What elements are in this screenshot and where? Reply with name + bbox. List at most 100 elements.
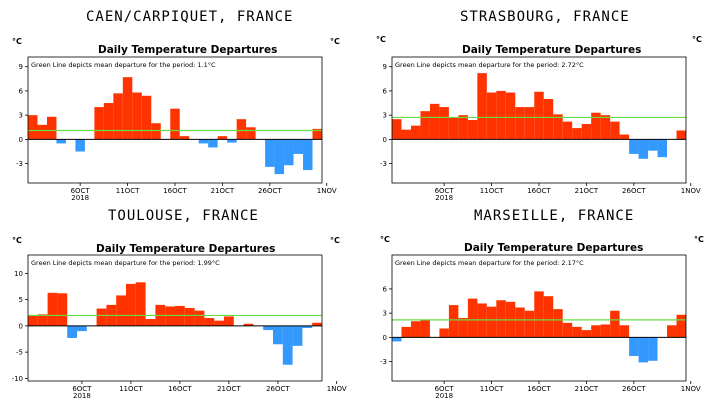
bar xyxy=(657,139,668,158)
x-tick-label: 26OCT xyxy=(622,385,646,393)
x-tick-label: 6OCT xyxy=(435,187,455,195)
bar xyxy=(246,127,256,140)
x-tick-year-label: 2018 xyxy=(435,392,453,400)
bar xyxy=(56,139,66,144)
unit-right: °C xyxy=(330,37,340,46)
bar xyxy=(243,323,254,326)
bar xyxy=(572,326,582,338)
bar xyxy=(126,283,136,326)
x-tick-label: 6OCT xyxy=(435,385,455,393)
bar xyxy=(629,337,639,356)
bar xyxy=(543,296,554,338)
bar xyxy=(204,318,215,326)
bar xyxy=(145,319,156,326)
bar xyxy=(515,107,525,140)
bar xyxy=(439,107,449,140)
chart-subtitle: Daily Temperature Departures xyxy=(96,243,276,255)
bar xyxy=(562,121,573,140)
bar xyxy=(274,139,285,175)
bar xyxy=(467,120,478,140)
bar xyxy=(116,295,126,326)
x-tick-label: 6OCT xyxy=(72,385,92,393)
y-tick-label: 10 xyxy=(14,270,23,278)
y-tick-label: 3 xyxy=(19,112,23,120)
unit-left: °C xyxy=(12,37,22,46)
y-tick-label: 9 xyxy=(19,63,23,71)
x-tick-label: 16OCT xyxy=(163,187,187,195)
bar xyxy=(47,292,58,326)
x-tick-label: 16OCT xyxy=(527,385,551,393)
bar xyxy=(439,328,449,338)
y-tick-label: 0 xyxy=(383,334,387,342)
x-tick-label: 26OCT xyxy=(258,187,282,195)
bar xyxy=(217,136,228,140)
unit-left: °C xyxy=(12,236,22,245)
bar xyxy=(572,128,582,140)
bar xyxy=(581,124,592,140)
y-tick-label: -10 xyxy=(12,375,23,383)
unit-right: °C xyxy=(692,35,702,44)
y-tick-label: 9 xyxy=(383,63,387,71)
station-title: CAEN/CARPIQUET, FRANCE xyxy=(86,9,294,25)
y-tick-label: 0 xyxy=(383,136,387,144)
bar xyxy=(227,139,237,143)
bar xyxy=(392,119,402,140)
bar xyxy=(37,314,48,326)
bar xyxy=(28,115,38,140)
bar xyxy=(591,325,601,338)
x-tick-year-label: 2018 xyxy=(435,194,453,202)
bar xyxy=(553,114,563,140)
bar xyxy=(198,139,209,144)
mean-annotation: Green Line depicts mean departure for th… xyxy=(395,61,584,69)
bar xyxy=(600,324,611,338)
bar xyxy=(448,117,459,140)
y-tick-label: 6 xyxy=(383,87,388,95)
bar xyxy=(562,322,573,338)
x-tick-label: 1NOV xyxy=(681,385,701,393)
bar xyxy=(292,325,303,346)
bar xyxy=(477,73,487,140)
y-tick-label: 3 xyxy=(383,112,387,120)
mean-annotation: Green Line depicts mean departure for th… xyxy=(31,259,220,267)
bar xyxy=(638,139,649,159)
bar xyxy=(619,325,630,338)
bar xyxy=(401,326,411,338)
bar xyxy=(410,125,421,140)
bar xyxy=(214,320,224,326)
bar xyxy=(184,308,195,326)
bar xyxy=(170,108,180,140)
y-tick-label: 0 xyxy=(19,322,23,330)
bar xyxy=(282,325,293,365)
bar xyxy=(77,325,87,332)
bar xyxy=(676,130,686,140)
bar xyxy=(135,282,146,326)
bar xyxy=(265,139,275,167)
bar xyxy=(67,325,77,338)
bar xyxy=(543,99,554,140)
chart-subtitle: Daily Temperature Departures xyxy=(462,44,642,56)
bar xyxy=(648,139,658,151)
bar xyxy=(648,337,658,361)
bar xyxy=(553,309,563,338)
y-tick-label: -3 xyxy=(16,160,23,168)
x-tick-label: 11OCT xyxy=(116,187,140,195)
bar xyxy=(224,316,234,326)
bar xyxy=(610,121,620,140)
chart-subtitle: Daily Temperature Departures xyxy=(464,242,644,254)
bar xyxy=(591,112,601,140)
unit-right: °C xyxy=(694,235,704,244)
bar xyxy=(515,307,525,338)
bar xyxy=(420,320,430,338)
x-tick-label: 26OCT xyxy=(622,187,646,195)
x-tick-label: 26OCT xyxy=(266,385,290,393)
bar xyxy=(581,330,592,338)
x-tick-year-label: 2018 xyxy=(71,194,89,202)
bar xyxy=(96,308,107,326)
bar xyxy=(486,306,497,338)
bar xyxy=(534,91,544,140)
y-tick-label: -5 xyxy=(16,349,23,357)
bar xyxy=(496,300,506,338)
y-tick-label: 6 xyxy=(383,285,388,293)
bar xyxy=(638,337,649,363)
